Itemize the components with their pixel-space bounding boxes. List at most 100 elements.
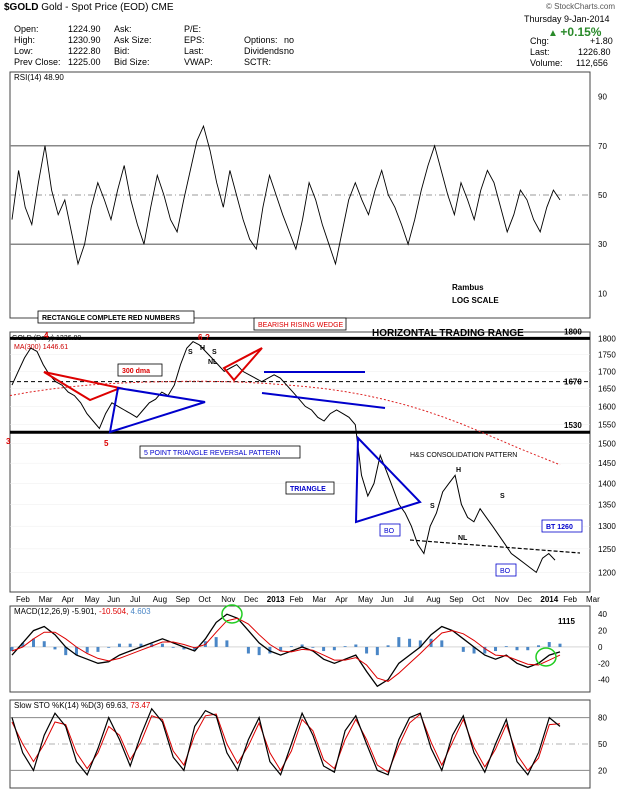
field-bid: Bid: [114,46,130,56]
rsi-tick-0: 10 [598,289,607,298]
ann-bo-2: BO [500,568,511,575]
ann-red-number-3: 3 [6,437,11,446]
ann-box-rectangle [37,310,195,324]
sto-d-line [11,713,561,773]
rsi-tick-2: 50 [598,191,607,200]
xtick-21: Nov [495,595,509,604]
macd-ann-1115: 1115 [558,617,575,626]
price-tick-11: 1750 [598,351,616,360]
ann-red-number-0: 4 [44,331,49,340]
xtick-20: Oct [472,595,485,604]
field-last-right-value: 1226.80 [578,47,611,57]
macd-signal-line [11,617,561,682]
xtick-14: Apr [335,595,348,604]
macd-tick-1: -20 [598,659,610,668]
ann-red-number-4: 5 [104,439,109,448]
field-volume-value: 112,656 [576,58,608,68]
field-volume: Volume: [530,58,563,68]
xtick-1: Mar [39,595,53,604]
macd-line [11,613,561,688]
price-tick-8: 1600 [598,402,616,411]
field-pe: P/E: [184,24,202,34]
xtick-24: Feb [563,595,577,604]
xtick-5: Jul [130,595,140,604]
price-tick-0: 1200 [598,568,616,577]
rsi-tick-4: 90 [598,93,607,102]
ann-hs-6: S [500,493,505,500]
xtick-9: Nov [221,595,235,604]
hs-neckline [409,539,581,554]
rsi-title: RSI(14) 48.90 [14,73,64,82]
xtick-8: Oct [198,595,211,604]
xtick-19: Sep [449,595,464,604]
sto-k-line [11,707,561,777]
ann-horizontal-trading-range: HORIZONTAL TRADING RANGE [372,328,524,339]
xtick-13: Mar [312,595,326,604]
macd-panel [9,605,591,693]
field-vwap: VWAP: [184,57,213,67]
field-ask: Ask: [114,24,132,34]
ann-box-bo-1 [379,523,401,537]
blue-channel-bottom [261,392,386,409]
field-chg: Chg: [530,36,550,46]
field-low: Low: [14,46,34,56]
price-tick-4: 1400 [598,479,616,488]
watermark: © StockCharts.com [546,2,616,11]
ann-bo-1: BO [384,528,395,535]
field-options-value: no [284,35,295,45]
ann-rectangle-complete: RECTANGLE COMPLETE RED NUMBERS [42,315,180,322]
chart-header: $GOLD Gold - Spot Price (EOD) CME © Stoc… [0,0,630,72]
field-last: Last: [184,46,204,56]
price-tick-6: 1500 [598,440,616,449]
price-tick-12: 1800 [598,334,616,343]
ann-red-number-1: 6 [198,333,203,342]
level-1670-label: 1670 [564,378,582,387]
ann-hs-2: S [212,349,217,356]
rsi-line [11,124,561,266]
price-tick-5: 1450 [598,459,616,468]
xtick-15: May [358,595,373,604]
field-options: Options: [244,35,278,45]
field-high-value: 1230.90 [68,35,101,45]
ann-box-bt1260 [541,519,583,533]
level-1530-label: 1530 [564,421,582,430]
ann-hs-5: H [456,467,461,474]
blue-triangle-5-point [108,386,206,434]
macd-tick-2: 0 [598,643,603,652]
field-prevclose-value: 1225.00 [68,57,101,67]
sto-tick-2: 80 [598,714,607,723]
date-label: Thursday 9-Jan-2014 [524,14,610,24]
ma-label: MA(300) 1446.61 [14,344,68,351]
field-dividends-value: no [284,46,295,56]
ann-hs-4: S [430,503,435,510]
price-line [11,340,556,574]
field-eps: EPS: [184,35,205,45]
ann-box-bo-2 [495,563,517,577]
price-tick-7: 1550 [598,421,616,430]
xtick-17: Jul [404,595,414,604]
ann-hs-1: H [200,345,205,352]
ann-red-number-2: ? [205,333,210,342]
field-dividends: Dividends: [244,46,287,56]
xtick-6: Aug [153,595,167,604]
field-prevclose: Prev Close: [14,57,61,67]
xtick-25: Mar [586,595,600,604]
xtick-0: Feb [16,595,30,604]
ann-box-wedge [253,317,347,331]
red-triangle-pattern [43,371,124,402]
symbol-title: $GOLD Gold - Spot Price (EOD) CME [4,2,174,13]
macd-green-circle-1 [221,604,243,624]
xtick-23: 2014 [540,595,558,604]
bearish-rising-wedge-shape [222,347,263,382]
field-bidsize: Bid Size: [114,57,150,67]
level-1800-label: 1800 [564,327,582,336]
sto-tick-1: 50 [598,740,607,749]
macd-tick-3: 20 [598,627,607,636]
rsi-tick-3: 70 [598,142,607,151]
field-chg-value: +1.80 [590,36,613,46]
macd-green-circle-2 [535,647,557,667]
ann-box-triangle [285,481,335,495]
ann-hs-0: S [188,349,193,356]
ann-triangle: TRIANGLE [290,486,326,493]
ann-hs-7: NL [458,535,468,542]
